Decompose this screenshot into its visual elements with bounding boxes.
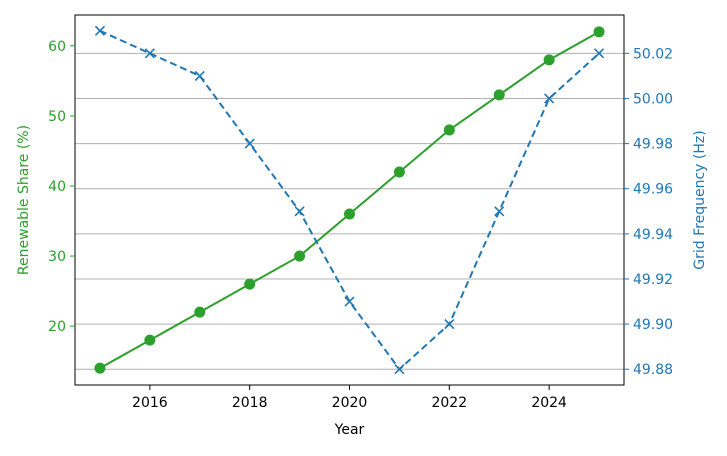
right-y-tick-label-6: 50.00 [633, 91, 673, 107]
grid-frequency-point-2024 [544, 93, 555, 104]
right-y-axis-title: Grid Frequency (Hz) [692, 130, 708, 269]
renewable-share-point-2024 [543, 54, 555, 66]
renewable-share-point-2021 [393, 166, 405, 178]
grid-frequency-point-2020 [344, 296, 355, 307]
right-y-tick-label-2: 49.92 [633, 272, 673, 288]
x-tick-label-0: 2016 [132, 395, 168, 411]
renewable-share-point-2025 [593, 26, 605, 38]
renewable-share-point-2020 [344, 208, 355, 220]
right-y-tick-label-1: 49.90 [633, 317, 673, 333]
renewable-share-point-2019 [294, 250, 306, 262]
left-y-axis: 20 30 40 50 60 [48, 39, 75, 335]
grid-frequency-point-2025 [593, 48, 605, 59]
renewable-share-point-2022 [443, 124, 455, 136]
right-y-tick-label-3: 49.94 [633, 227, 673, 243]
left-y-tick-label-3: 50 [48, 109, 66, 125]
x-tick-label-4: 2024 [531, 395, 567, 411]
renewable-share-point-2023 [493, 89, 505, 101]
grid-lines [75, 52, 624, 370]
grid-frequency-point-2019 [294, 206, 305, 217]
grid-frequency-point-2016 [144, 48, 155, 59]
left-y-axis-title: Renewable Share (%) [16, 125, 32, 275]
plot-frame [74, 14, 625, 386]
grid-frequency-point-2023 [494, 206, 505, 217]
grid-frequency-point-2015 [94, 25, 106, 36]
right-y-tick-label-0: 49.88 [633, 362, 673, 378]
right-y-tick-label-7: 50.02 [633, 46, 673, 62]
left-y-tick-label-4: 60 [48, 39, 66, 55]
left-y-tick-label-2: 40 [48, 179, 66, 195]
grid-frequency-series-line [99, 29, 600, 371]
grid-frequency-point-2021 [394, 364, 405, 375]
series-layer [94, 25, 605, 375]
x-tick-label-1: 2018 [232, 395, 268, 411]
x-tick-label-2: 2020 [332, 395, 368, 411]
renewable-share-series-line [99, 30, 600, 370]
x-tick-label-3: 2022 [431, 395, 467, 411]
renewable-share-point-2018 [244, 278, 256, 290]
renewable-share-point-2017 [194, 306, 206, 318]
x-axis-title: Year [334, 422, 365, 438]
grid-frequency-point-2017 [194, 70, 205, 81]
grid-frequency-point-2018 [244, 138, 255, 149]
left-y-tick-label-1: 30 [48, 249, 66, 265]
grid-frequency-point-2022 [444, 319, 455, 330]
left-y-tick-label-0: 20 [48, 319, 66, 335]
right-y-tick-label-4: 49.96 [633, 182, 673, 198]
renewable-share-point-2015 [94, 362, 106, 374]
right-y-axis: 49.88 49.90 49.92 49.94 49.96 49.98 50.00 50.02 [624, 46, 673, 378]
x-axis: 2016 2018 2020 2022 2024 [132, 385, 567, 411]
right-y-tick-label-5: 49.98 [633, 137, 673, 153]
renewable-share-point-2016 [144, 334, 156, 346]
